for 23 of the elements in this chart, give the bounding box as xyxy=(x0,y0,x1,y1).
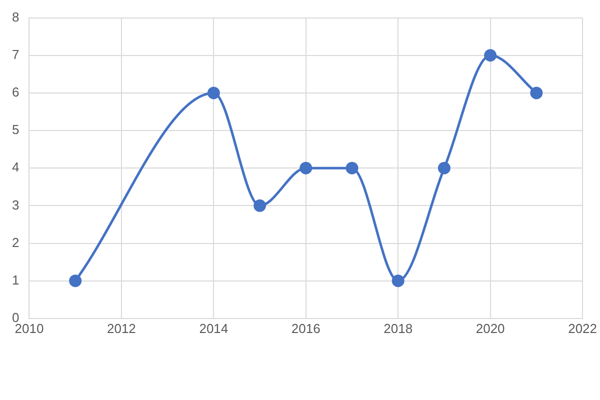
y-tick-label: 1 xyxy=(12,272,20,288)
y-tick-label: 6 xyxy=(12,84,20,100)
point xyxy=(300,162,312,174)
x-tick-label: 2022 xyxy=(568,320,597,336)
y-tick-label: 2 xyxy=(12,234,20,250)
point xyxy=(346,162,358,174)
x-tick-label: 2016 xyxy=(291,320,320,336)
y-tick-label: 4 xyxy=(12,160,20,175)
y-tick-label: 5 xyxy=(12,122,20,138)
y-tick-label: 3 xyxy=(12,197,20,212)
point xyxy=(207,86,220,100)
point xyxy=(484,49,497,62)
point xyxy=(69,274,82,288)
point xyxy=(254,199,266,212)
point xyxy=(392,274,404,288)
y-tick-label: 8 xyxy=(12,9,20,24)
x-tick-label: 2018 xyxy=(384,320,413,336)
x-tick-label: 2014 xyxy=(199,320,228,336)
point xyxy=(530,86,543,100)
x-tick-label: 2012 xyxy=(106,320,136,336)
x-tick-label: 2020 xyxy=(476,320,505,336)
point xyxy=(438,162,450,174)
y-tick-label: 7 xyxy=(12,46,20,62)
